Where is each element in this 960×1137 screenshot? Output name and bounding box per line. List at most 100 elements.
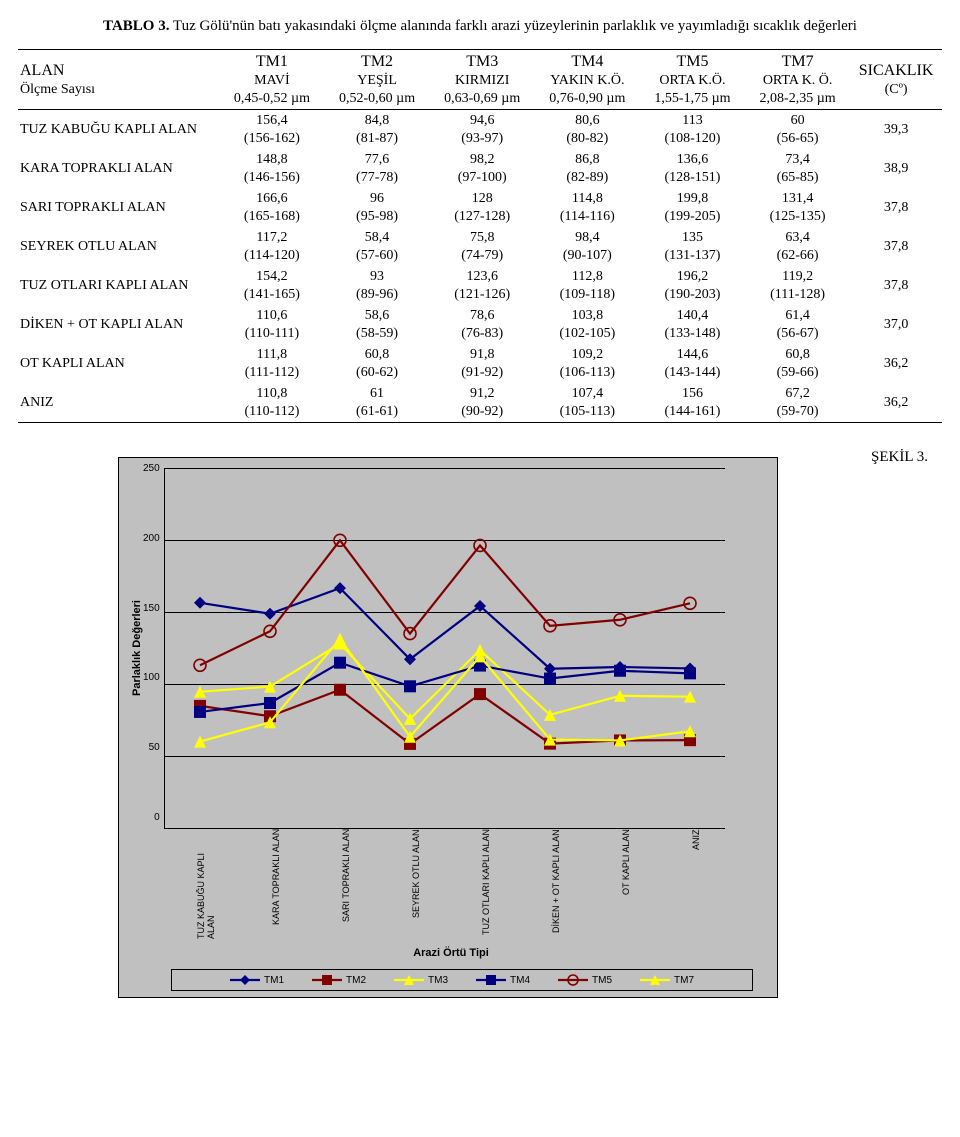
cell-value: 86,8 (82-89)	[535, 149, 640, 188]
cell-value: 77,6 (77-78)	[324, 149, 429, 188]
x-tick-label: TUZ OTLARI KAPLI ALAN	[451, 829, 521, 943]
x-tick-label: SEYREK OTLU ALAN	[381, 829, 451, 943]
y-axis-ticks: 250200150100500	[143, 463, 164, 823]
legend-item-tm4: TM4	[476, 974, 530, 986]
table-row: ANIZ110,8 (110-112)61 (61-61)91,2 (90-92…	[18, 383, 942, 423]
legend-label: TM4	[510, 975, 530, 986]
cell-value: 94,6 (93-97)	[430, 110, 535, 150]
legend-swatch	[640, 974, 670, 986]
series-marker-tm4	[194, 706, 206, 718]
cell-sicaklik: 37,8	[850, 227, 942, 266]
cell-value: 63,4 (62-66)	[745, 227, 850, 266]
legend-swatch	[394, 974, 424, 986]
table-row: TUZ KABUĞU KAPLI ALAN156,4 (156-162)84,8…	[18, 110, 942, 150]
series-marker-tm7	[334, 633, 346, 645]
row-label: SEYREK OTLU ALAN	[18, 227, 219, 266]
chart-svg	[165, 468, 725, 828]
cell-value: 73,4 (65-85)	[745, 149, 850, 188]
cell-value: 156,4 (156-162)	[219, 110, 324, 150]
cell-value: 148,8 (146-156)	[219, 149, 324, 188]
cell-value: 91,8 (91-92)	[430, 344, 535, 383]
cell-value: 135 (131-137)	[640, 227, 745, 266]
series-marker-tm4	[544, 673, 556, 685]
header-band-tm5: TM5ORTA K.Ö.1,55-1,75 µm	[640, 50, 745, 110]
table-row: TUZ OTLARI KAPLI ALAN154,2 (141-165)93 (…	[18, 266, 942, 305]
cell-value: 98,4 (90-107)	[535, 227, 640, 266]
cell-value: 156 (144-161)	[640, 383, 745, 423]
row-label: OT KAPLI ALAN	[18, 344, 219, 383]
legend-item-tm2: TM2	[312, 974, 366, 986]
cell-value: 91,2 (90-92)	[430, 383, 535, 423]
legend-item-tm1: TM1	[230, 974, 284, 986]
cell-value: 93 (89-96)	[324, 266, 429, 305]
table-row: KARA TOPRAKLI ALAN148,8 (146-156)77,6 (7…	[18, 149, 942, 188]
cell-value: 117,2 (114-120)	[219, 227, 324, 266]
table-row: SEYREK OTLU ALAN117,2 (114-120)58,4 (57-…	[18, 227, 942, 266]
cell-value: 98,2 (97-100)	[430, 149, 535, 188]
row-label: SARI TOPRAKLI ALAN	[18, 188, 219, 227]
cell-value: 78,6 (76-83)	[430, 305, 535, 344]
series-marker-tm7	[474, 650, 486, 662]
chart-frame: Parlaklık Değerleri 250200150100500 TUZ …	[118, 457, 778, 998]
chart-container: ŞEKİL 3. Parlaklık Değerleri 25020015010…	[118, 457, 778, 998]
row-label: KARA TOPRAKLI ALAN	[18, 149, 219, 188]
cell-value: 111,8 (111-112)	[219, 344, 324, 383]
cell-value: 75,8 (74-79)	[430, 227, 535, 266]
cell-value: 84,8 (81-87)	[324, 110, 429, 150]
cell-value: 123,6 (121-126)	[430, 266, 535, 305]
series-marker-tm1	[194, 597, 206, 609]
cell-value: 58,6 (58-59)	[324, 305, 429, 344]
cell-value: 128 (127-128)	[430, 188, 535, 227]
row-label: TUZ KABUĞU KAPLI ALAN	[18, 110, 219, 150]
table-number: TABLO 3.	[103, 18, 169, 34]
plot-area	[164, 468, 725, 829]
data-table: ALAN Ölçme Sayısı TM1MAVİ0,45-0,52 µmTM2…	[18, 49, 942, 423]
cell-value: 67,2 (59-70)	[745, 383, 850, 423]
row-label: TUZ OTLARI KAPLI ALAN	[18, 266, 219, 305]
legend-label: TM7	[674, 975, 694, 986]
legend-label: TM5	[592, 975, 612, 986]
cell-value: 61 (61-61)	[324, 383, 429, 423]
series-marker-tm2	[334, 684, 346, 696]
cell-value: 119,2 (111-128)	[745, 266, 850, 305]
series-marker-tm4	[264, 697, 276, 709]
x-axis-title: Arazi Örtü Tipi	[171, 947, 731, 959]
cell-value: 144,6 (143-144)	[640, 344, 745, 383]
x-tick-label: OT KAPLI ALAN	[591, 829, 661, 943]
legend-item-tm7: TM7	[640, 974, 694, 986]
cell-value: 110,8 (110-112)	[219, 383, 324, 423]
series-marker-tm4	[684, 667, 696, 679]
x-tick-label: DİKEN + OT KAPLI ALAN	[521, 829, 591, 943]
x-tick-label: ANIZ	[661, 829, 731, 943]
cell-sicaklik: 36,2	[850, 344, 942, 383]
table-caption: TABLO 3. Tuz Gölü'nün batı yakasındaki ö…	[18, 18, 942, 35]
y-axis-label: Parlaklık Değerleri	[129, 600, 143, 696]
cell-value: 196,2 (190-203)	[640, 266, 745, 305]
cell-value: 109,2 (106-113)	[535, 344, 640, 383]
y-tick: 150	[143, 603, 160, 614]
x-tick-label: KARA TOPRAKLI ALAN	[241, 829, 311, 943]
x-tick-label: TUZ KABUĞU KAPLI ALAN	[171, 829, 241, 943]
row-label: DİKEN + OT KAPLI ALAN	[18, 305, 219, 344]
table-row: SARI TOPRAKLI ALAN166,6 (165-168)96 (95-…	[18, 188, 942, 227]
series-marker-tm5	[194, 659, 206, 671]
y-tick: 100	[143, 672, 160, 683]
legend-swatch	[476, 974, 506, 986]
table-row: DİKEN + OT KAPLI ALAN110,6 (110-111)58,6…	[18, 305, 942, 344]
figure-label: ŞEKİL 3.	[871, 449, 928, 466]
header-alan: ALAN Ölçme Sayısı	[18, 50, 219, 110]
series-marker-tm4	[334, 657, 346, 669]
legend-swatch	[558, 974, 588, 986]
cell-sicaklik: 36,2	[850, 383, 942, 423]
cell-value: 60 (56-65)	[745, 110, 850, 150]
legend: TM1 TM2 TM3 TM4 TM5 TM7	[171, 969, 753, 991]
series-marker-tm4	[404, 680, 416, 692]
y-tick: 0	[143, 812, 160, 823]
cell-value: 60,8 (60-62)	[324, 344, 429, 383]
cell-value: 58,4 (57-60)	[324, 227, 429, 266]
cell-value: 61,4 (56-67)	[745, 305, 850, 344]
series-marker-tm2	[474, 688, 486, 700]
series-line-tm5	[200, 540, 690, 665]
header-band-tm1: TM1MAVİ0,45-0,52 µm	[219, 50, 324, 110]
legend-item-tm3: TM3	[394, 974, 448, 986]
